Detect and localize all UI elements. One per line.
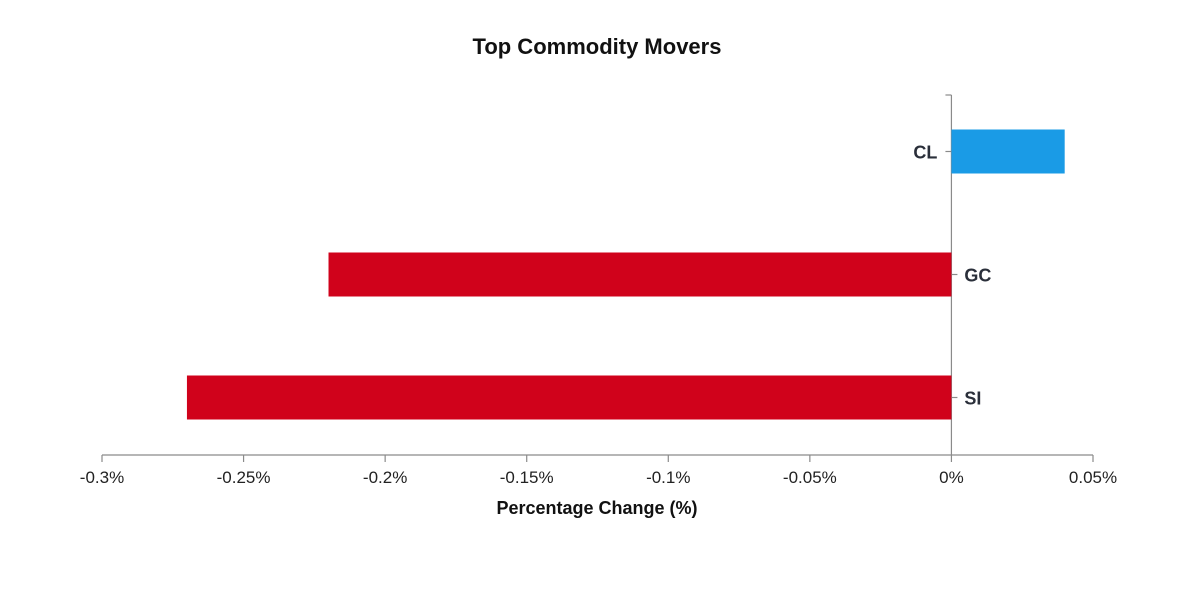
category-label: GC (964, 266, 991, 286)
bar-cl (951, 129, 1065, 174)
x-tick-label: -0.3% (80, 468, 124, 487)
x-tick-label: -0.15% (500, 468, 554, 487)
x-tick-label: -0.05% (783, 468, 837, 487)
x-tick-label: 0.05% (1069, 468, 1117, 487)
category-label: SI (964, 389, 981, 409)
x-tick-label: 0% (939, 468, 964, 487)
x-tick-label: -0.25% (217, 468, 271, 487)
x-tick-label: -0.2% (363, 468, 407, 487)
x-tick-label: -0.1% (646, 468, 690, 487)
x-axis-title: Percentage Change (%) (496, 498, 697, 518)
chart-title: Top Commodity Movers (473, 34, 722, 59)
plot-area: -0.3% -0.25% -0.2% -0.15% -0.1% -0.05% 0% 0.05%… (80, 94, 1117, 487)
bar-gc (328, 252, 952, 297)
category-label: CL (913, 143, 937, 163)
bar-si (186, 375, 952, 420)
